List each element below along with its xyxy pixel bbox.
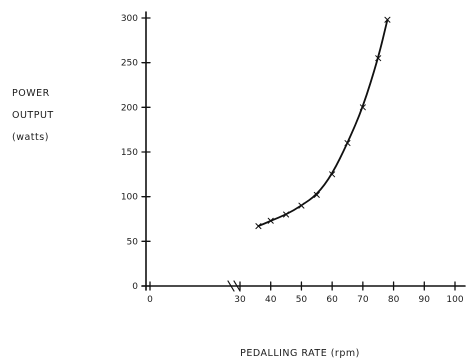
series-line [257, 18, 389, 227]
y-axis-title-line: OUTPUT [12, 110, 54, 121]
data-point [329, 171, 336, 178]
axes [141, 11, 466, 292]
x-tick-label: 60 [326, 295, 338, 305]
y-tick-label: 100 [121, 193, 138, 203]
y-tick-label: 50 [127, 237, 139, 247]
y-tick-label: 250 [121, 59, 138, 69]
series [255, 16, 391, 230]
y-tick-label: 150 [121, 148, 138, 158]
y-tick-label: 200 [121, 103, 138, 113]
x-tick-label: 80 [388, 295, 400, 305]
y-ticks: 0 50 100 150 200 250 300 [121, 14, 151, 292]
x-axis-break [227, 280, 241, 292]
data-point [359, 104, 366, 111]
data-point [298, 202, 305, 209]
y-tick-label: 300 [121, 14, 138, 24]
data-point [313, 191, 320, 198]
y-axis-title-line: (watts) [12, 132, 49, 143]
data-point [344, 140, 351, 147]
x-tick-label: 0 [147, 295, 153, 305]
x-tick-label: 100 [446, 295, 463, 305]
data-point [283, 211, 290, 218]
data-point [267, 217, 274, 224]
x-tick-label: 90 [419, 295, 431, 305]
x-ticks: 0 30 40 50 60 70 80 90 100 [147, 281, 464, 305]
x-axis-title: PEDALLING RATE (rpm) [240, 348, 360, 359]
y-tick-label: 0 [132, 282, 138, 292]
data-point [255, 223, 262, 230]
x-tick-label: 40 [265, 295, 277, 305]
y-axis-title-line: POWER [12, 88, 50, 99]
x-tick-label: 30 [234, 295, 246, 305]
x-tick-label: 70 [357, 295, 369, 305]
y-axis-title: POWER OUTPUT (watts) [12, 88, 54, 143]
data-point [384, 16, 391, 23]
x-tick-label: 50 [296, 295, 308, 305]
data-point [375, 55, 382, 62]
